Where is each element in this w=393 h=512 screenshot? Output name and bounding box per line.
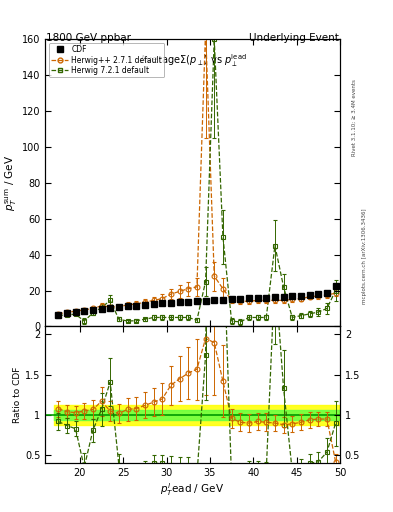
Text: Underlying Event: Underlying Event xyxy=(249,33,339,43)
Text: 1800 GeV ppbar: 1800 GeV ppbar xyxy=(46,33,131,43)
Text: mcplots.cern.ch [arXiv:1306.3436]: mcplots.cern.ch [arXiv:1306.3436] xyxy=(362,208,367,304)
X-axis label: $p_T^{l}$ead / GeV: $p_T^{l}$ead / GeV xyxy=(160,481,225,498)
Y-axis label: $p_T^{\rm sum}$ / GeV: $p_T^{\rm sum}$ / GeV xyxy=(4,155,19,211)
Legend: CDF, Herwig++ 2.7.1 default, Herwig 7.2.1 default: CDF, Herwig++ 2.7.1 default, Herwig 7.2.… xyxy=(49,42,164,77)
Text: Average$\Sigma$($p_\perp$) vs $p_\perp^{\rm lead}$: Average$\Sigma$($p_\perp$) vs $p_\perp^{… xyxy=(139,52,246,69)
Text: Rivet 3.1.10; ≥ 3.4M events: Rivet 3.1.10; ≥ 3.4M events xyxy=(352,79,357,156)
Y-axis label: Ratio to CDF: Ratio to CDF xyxy=(13,367,22,423)
